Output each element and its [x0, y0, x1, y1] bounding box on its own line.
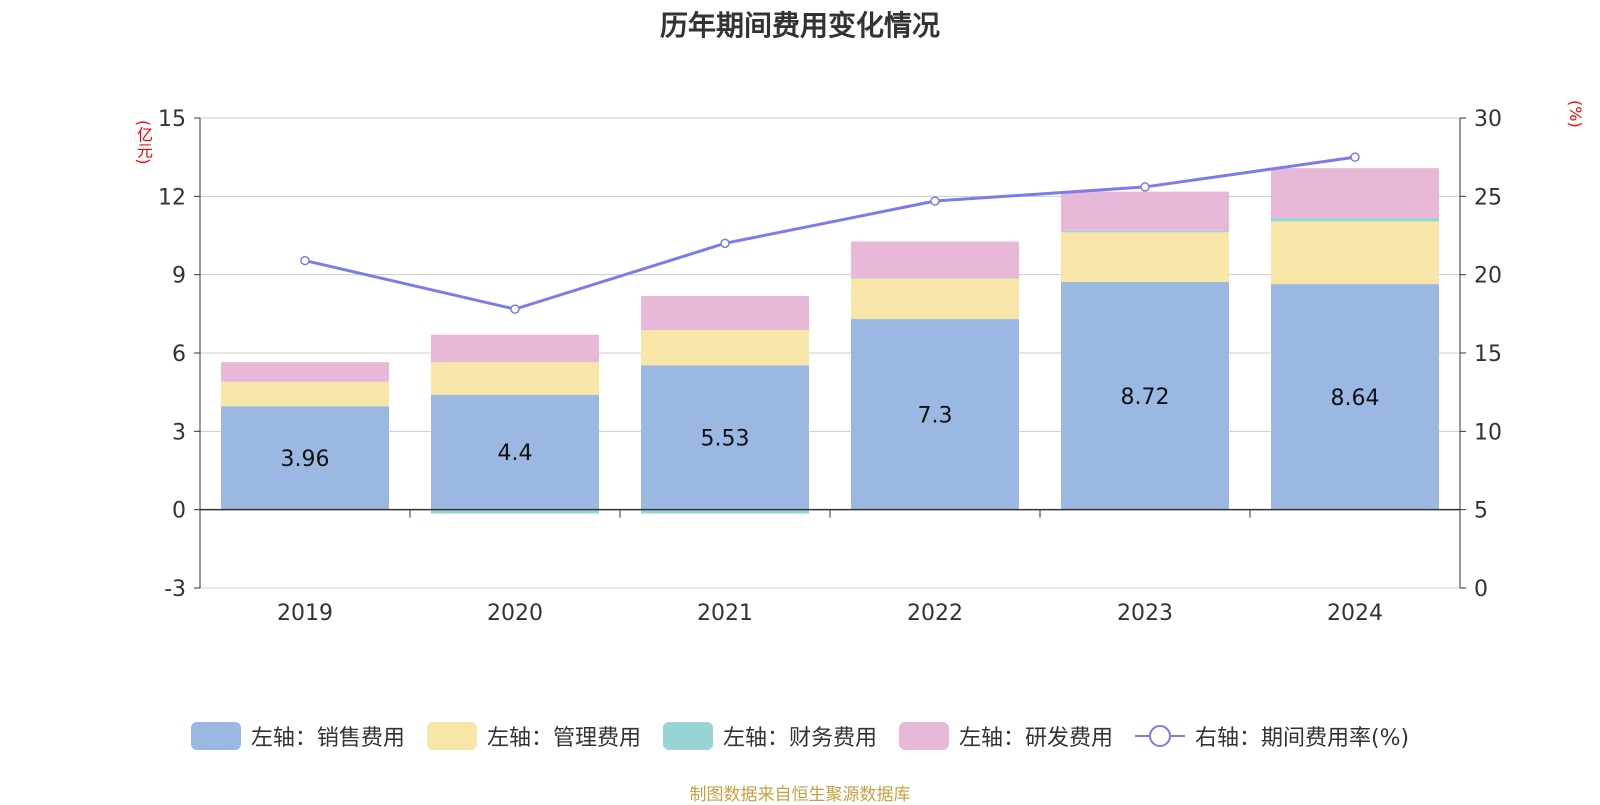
left-tick-label: 3 [172, 420, 186, 445]
x-tick-label: 2019 [277, 601, 333, 626]
legend-label: 左轴：管理费用 [486, 726, 641, 751]
bar-segment [851, 278, 1019, 320]
bar-segment [1271, 284, 1439, 510]
right-tick-label: 0 [1474, 577, 1488, 602]
right-tick-label: 10 [1474, 420, 1502, 445]
right-tick-label: 30 [1474, 107, 1502, 132]
legend-item[interactable]: 右轴：期间费用率(%) [1134, 720, 1410, 752]
bar-segment [641, 509, 809, 514]
legend-label: 左轴：财务费用 [722, 726, 877, 751]
right-tick-label: 25 [1474, 185, 1502, 210]
bar-segment [641, 296, 809, 331]
legend-swatch [426, 722, 477, 750]
legend-label: 右轴：期间费用率(%) [1194, 726, 1410, 751]
bar-segment [851, 241, 1019, 279]
bar-value-label: 8.72 [1121, 385, 1170, 410]
bar-segment [641, 330, 809, 366]
chart-area: -3 0 3 6 9 12 15 0 5 10 15 20 25 30 3.96 2019 4.4 2020 5.5… [158, 107, 1502, 626]
bar-segment [431, 394, 599, 510]
legend-label: 左轴：销售费用 [250, 726, 405, 751]
left-tick-label: 9 [172, 264, 186, 289]
x-tick-label: 2024 [1327, 601, 1383, 626]
bar-segment [1061, 230, 1229, 233]
bar-segment [1271, 168, 1439, 218]
bar-segment [431, 509, 599, 514]
bar-segment [1061, 281, 1229, 510]
right-tick-label: 20 [1474, 264, 1502, 289]
bar-segment [1061, 191, 1229, 231]
bar-segment [1061, 232, 1229, 282]
bar-value-label: 4.4 [498, 441, 533, 466]
legend-line-swatch [1134, 725, 1185, 747]
legend: 左轴：销售费用 左轴：管理费用 左轴：财务费用 左轴：研发费用 右轴：期间费用率(%) [0, 720, 1600, 752]
bar-segment [221, 381, 389, 407]
expense-rate-line [304, 155, 1356, 311]
left-tick-label: 15 [158, 107, 186, 132]
expense-rate-point [1350, 152, 1360, 162]
chart-title: 历年期间费用变化情况 [659, 9, 940, 42]
legend-swatch [190, 722, 241, 750]
bar-segment [641, 365, 809, 510]
legend-item[interactable]: 左轴：财务费用 [662, 720, 877, 752]
bar-segment [1271, 221, 1439, 285]
bar-value-label: 8.64 [1331, 386, 1380, 411]
bar-segment [221, 362, 389, 382]
bar-segment [1271, 217, 1439, 222]
x-tick-label: 2020 [487, 601, 543, 626]
bar-segment [851, 319, 1019, 510]
legend-swatch [662, 722, 713, 750]
bar-value-label: 3.96 [281, 447, 330, 472]
expense-rate-point [720, 238, 730, 249]
bar-value-label: 5.53 [701, 426, 750, 451]
right-tick-label: 5 [1474, 499, 1488, 524]
expense-rate-point [1140, 182, 1150, 192]
x-tick-label: 2022 [907, 601, 963, 626]
right-axis-unit: (%) [1566, 100, 1585, 128]
legend-item[interactable]: 左轴：管理费用 [426, 720, 641, 752]
expense-rate-point [300, 255, 310, 266]
legend-item[interactable]: 左轴：销售费用 [190, 720, 405, 752]
right-tick-label: 15 [1474, 342, 1502, 367]
bar-segment [221, 406, 389, 510]
left-tick-label: 12 [158, 185, 186, 210]
left-tick-label: 6 [172, 342, 186, 367]
x-tick-label: 2023 [1117, 601, 1173, 626]
legend-label: 左轴：研发费用 [958, 726, 1113, 751]
bar-segment [431, 362, 599, 395]
bar-segment [851, 278, 1019, 279]
data-source-note: 制图数据来自恒生聚源数据库 [689, 785, 911, 805]
legend-item[interactable]: 左轴：研发费用 [898, 720, 1113, 752]
left-axis-unit: (亿元) [134, 120, 153, 165]
legend-swatch [898, 722, 949, 750]
x-tick-label: 2021 [697, 601, 753, 626]
expense-rate-point [930, 196, 940, 206]
expense-rate-point [510, 304, 520, 314]
bar-value-label: 7.3 [918, 403, 953, 428]
left-tick-label: 0 [172, 499, 186, 524]
left-tick-label: -3 [164, 577, 186, 602]
bar-segment [431, 334, 599, 363]
